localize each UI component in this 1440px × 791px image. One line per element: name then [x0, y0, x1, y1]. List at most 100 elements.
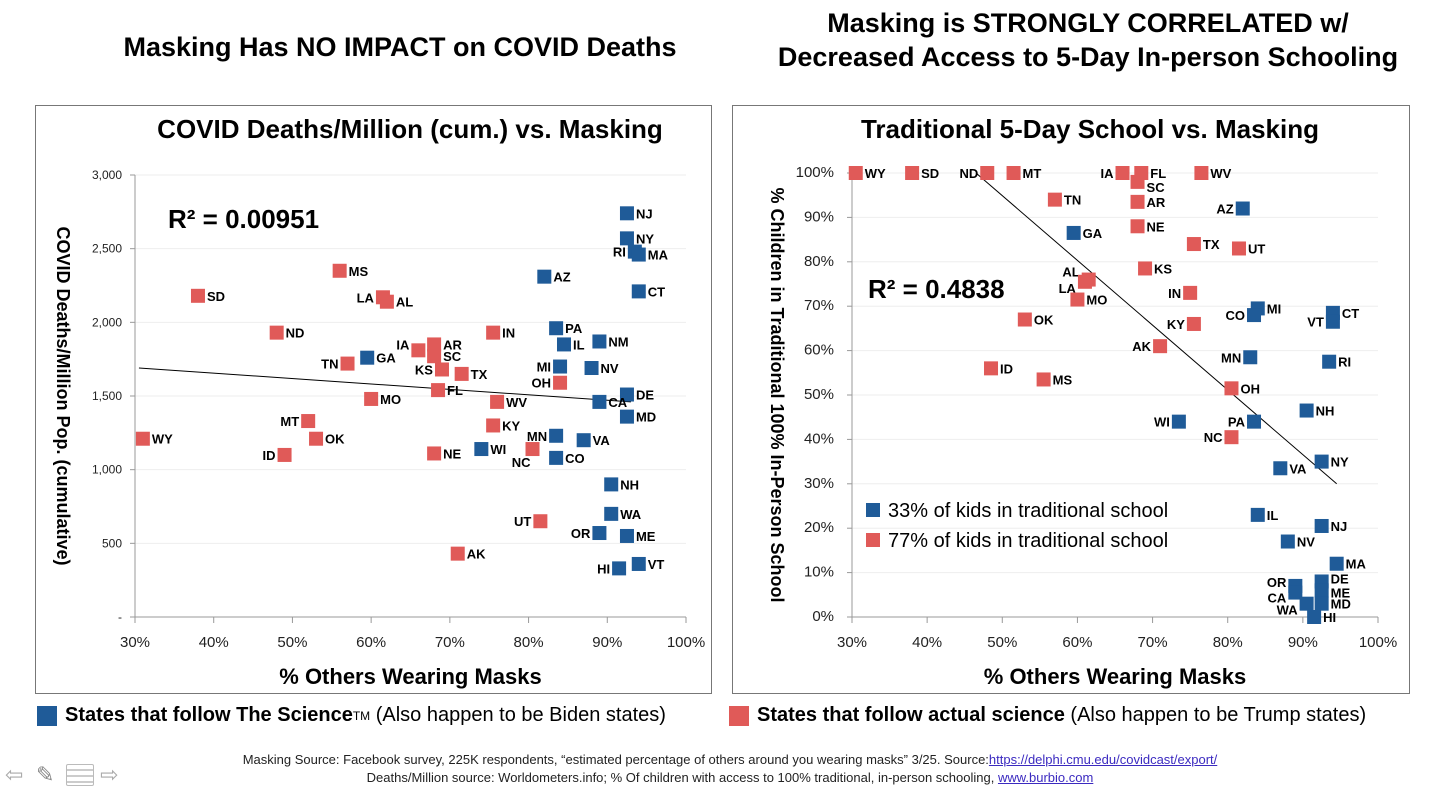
y-tick-label: 40%: [804, 430, 834, 447]
point-label-wi: WI: [1154, 415, 1170, 430]
blue-legend-bold: States that follow The Science: [65, 704, 353, 726]
legend-entry: 77% of kids in traditional school: [888, 530, 1168, 552]
x-tick-label: 50%: [987, 634, 1017, 651]
marker-mn: [549, 428, 564, 443]
point-label-tn: TN: [321, 357, 338, 372]
point-label-me: ME: [1331, 585, 1351, 600]
point-label-co: CO: [565, 451, 585, 466]
point-label-ms: MS: [349, 264, 369, 279]
marker-id: [984, 361, 999, 376]
point-label-sc: SC: [443, 349, 462, 364]
marker-in: [486, 325, 501, 340]
left-chart-panel: [35, 105, 712, 694]
marker-mi: [553, 359, 568, 374]
trendline: [138, 367, 631, 403]
marker-md: [619, 409, 634, 424]
marker-mn: [1243, 350, 1258, 365]
x-tick-label: 50%: [277, 634, 307, 651]
point-label-ms: MS: [1053, 372, 1073, 387]
marker-wv: [1194, 166, 1209, 180]
right-chart-panel: [732, 105, 1410, 694]
point-label-la: LA: [1059, 281, 1077, 296]
point-label-nh: NH: [620, 477, 639, 492]
point-label-ny: NY: [636, 231, 654, 246]
r-squared-annotation: R² = 0.4838: [868, 274, 1005, 304]
point-label-ct: CT: [648, 284, 665, 299]
source-line-1: Masking Source: Facebook survey, 225K re…: [0, 752, 1440, 767]
marker-me: [1314, 583, 1329, 598]
marker-la: [1077, 274, 1092, 289]
point-label-wa: WA: [620, 507, 642, 522]
marker-ak: [450, 546, 465, 561]
right-headline-line1: Masking is STRONGLY CORRELATED w/: [827, 8, 1349, 38]
marker-mt: [301, 414, 316, 429]
point-label-nj: NJ: [1331, 519, 1348, 534]
marker-ky: [1186, 316, 1201, 331]
point-label-or: OR: [571, 526, 591, 541]
x-tick-label: 100%: [1359, 634, 1397, 651]
point-label-mo: MO: [380, 392, 401, 407]
point-label-ky: KY: [502, 418, 520, 433]
point-label-ne: NE: [443, 446, 461, 461]
marker-hi: [612, 561, 627, 576]
marker-ca: [592, 394, 607, 409]
menu-icon[interactable]: [66, 764, 94, 786]
marker-pa: [549, 321, 564, 336]
marker-ne: [1130, 219, 1145, 234]
point-label-il: IL: [1267, 508, 1279, 523]
point-label-ga: GA: [1083, 226, 1103, 241]
x-tick-label: 40%: [199, 634, 229, 651]
point-label-ar: AR: [443, 337, 462, 352]
marker-nd: [980, 166, 995, 180]
footer-legend-blue: States that follow The Science TM (Also h…: [37, 704, 666, 727]
point-label-co: CO: [1226, 308, 1246, 323]
x-tick-label: 90%: [1288, 634, 1318, 651]
prev-slide-icon[interactable]: ⇦: [5, 762, 24, 787]
point-label-ca: CA: [1268, 591, 1287, 606]
y-tick-label: 1,500: [92, 389, 122, 403]
marker-oh: [553, 375, 568, 390]
marker-ga: [360, 350, 375, 365]
marker-nc: [1224, 430, 1239, 445]
x-tick-label: 60%: [1062, 634, 1092, 651]
point-label-vt: VT: [648, 557, 665, 572]
next-slide-icon[interactable]: ⇨: [100, 762, 119, 787]
legend-swatch: [866, 533, 880, 547]
legend-entry: 33% of kids in traditional school: [888, 500, 1168, 522]
point-label-az: AZ: [553, 270, 570, 285]
marker-mt: [1006, 166, 1021, 180]
marker-ny: [619, 231, 634, 246]
marker-de: [619, 387, 634, 402]
delphi-link[interactable]: https://delphi.cmu.edu/covidcast/export/: [988, 752, 1218, 767]
blue-legend-swatch: [37, 705, 57, 726]
marker-vt: [1325, 314, 1340, 329]
marker-il: [1250, 507, 1265, 522]
point-label-ia: IA: [1101, 166, 1115, 181]
y-tick-label: 100%: [796, 164, 834, 181]
marker-nj: [1314, 518, 1329, 533]
marker-il: [556, 337, 571, 352]
point-label-pa: PA: [565, 321, 583, 336]
point-label-ky: KY: [1167, 317, 1185, 332]
blue-legend-rest: (Also happen to be Biden states): [370, 704, 666, 726]
y-tick-label: 70%: [804, 297, 834, 314]
marker-al: [379, 294, 394, 309]
point-label-wa: WA: [1277, 603, 1299, 618]
point-label-al: AL: [1062, 265, 1079, 280]
marker-ct: [631, 284, 646, 299]
point-label-nm: NM: [608, 334, 628, 349]
pen-icon[interactable]: ✎: [36, 762, 55, 787]
marker-wv: [490, 394, 505, 409]
marker-nv: [1280, 534, 1295, 549]
point-label-la: LA: [357, 290, 375, 305]
point-label-wv: WV: [1210, 166, 1231, 181]
point-label-in: IN: [502, 326, 515, 341]
marker-ri: [1322, 354, 1337, 369]
burbio-link[interactable]: www.burbio.com: [997, 770, 1094, 785]
point-label-ut: UT: [1248, 241, 1265, 256]
x-tick-label: 70%: [435, 634, 465, 651]
point-label-wv: WV: [506, 395, 527, 410]
point-label-va: VA: [593, 433, 611, 448]
point-label-al: AL: [396, 295, 413, 310]
point-label-ne: NE: [1147, 219, 1165, 234]
